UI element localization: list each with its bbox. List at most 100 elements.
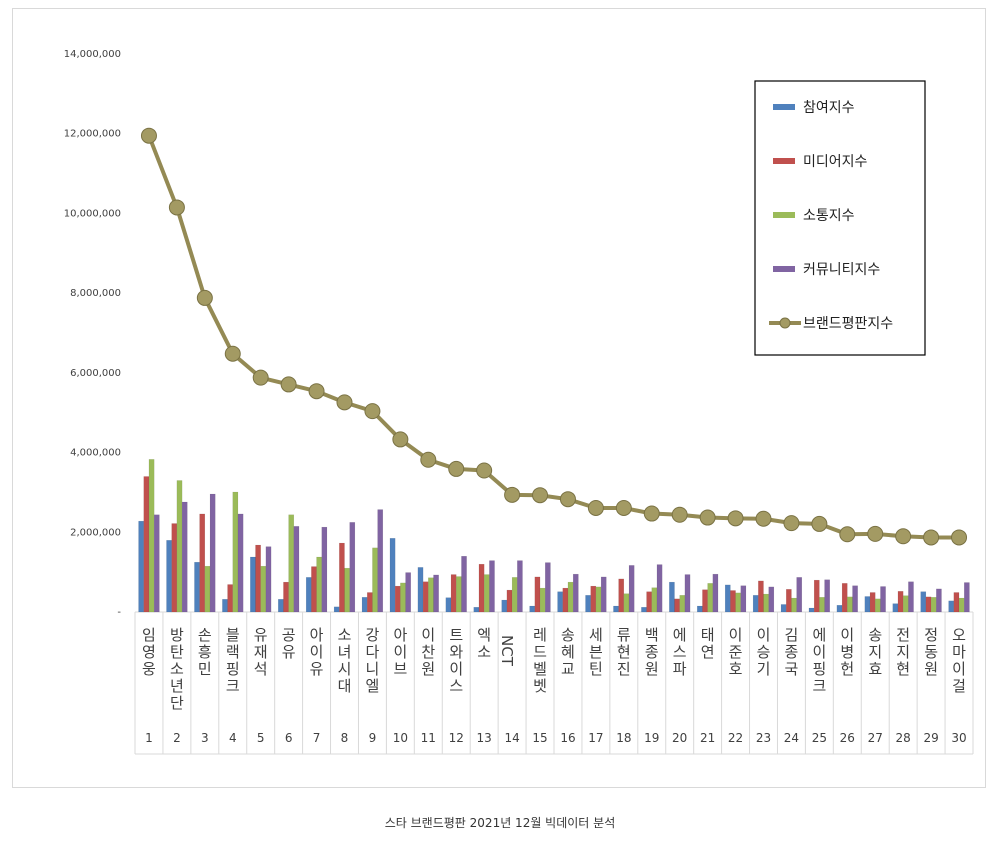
bar-4-25 [824,579,830,613]
bar-2-10 [394,585,401,613]
bar-3-4 [232,491,239,613]
bar-2-24 [786,589,792,613]
bar-3-7 [316,556,322,613]
bar-1-10 [389,538,396,613]
bar-4-29 [936,588,942,613]
category-rank: 18 [616,731,631,745]
category-rank: 4 [229,731,237,745]
category-rank: 16 [560,731,575,745]
y-tick-label: 10,000,000 [64,208,121,219]
bar-1-6 [278,599,284,613]
bar-1-21 [697,605,703,613]
bar-1-25 [808,607,815,613]
bar-2-6 [283,581,289,613]
category-rank: 26 [840,731,855,745]
brand-reputation-chart: - 2,000,000 4,000,000 6,000,000 8,000,000 10,… [64,49,974,755]
bar-2-26 [841,583,848,613]
bar-4-18 [628,565,635,613]
category-rank: 21 [700,731,715,745]
bar-1-11 [417,567,424,613]
bar-2-7 [311,566,317,613]
legend-label-5: 브랜드평판지수 [803,316,893,332]
bar-1-29 [920,591,927,613]
bar-3-2 [176,480,183,613]
legend-swatch-1 [773,104,795,110]
bar-4-5 [265,546,272,613]
bar-1-5 [250,556,256,613]
bar-4-1 [153,514,160,613]
axis-layer: - 2,000,000 4,000,000 6,000,000 8,000,000 10,… [64,49,974,755]
brand-index-point-22 [727,510,744,527]
bar-4-28 [908,581,914,613]
brand-index-point-7 [308,383,325,400]
bar-4-17 [600,576,607,613]
bar-2-23 [758,580,764,613]
brand-index-point-19 [643,505,660,522]
category-rank: 13 [477,731,492,745]
bar-4-21 [712,573,719,613]
y-tick-label: 8,000,000 [70,288,121,299]
bar-4-30 [964,582,970,613]
bar-1-24 [780,604,787,613]
category-rank: 10 [393,731,408,745]
brand-index-point-10 [392,431,409,448]
y-tick-label: 12,000,000 [64,129,121,140]
category-rank: 15 [532,731,547,745]
bar-1-13 [473,607,480,613]
bar-3-13 [483,574,490,613]
brand-index-point-11 [420,451,437,468]
bar-1-4 [222,599,228,613]
bar-4-20 [684,574,691,613]
y-tick-label: 4,000,000 [70,448,121,459]
category-rank: 24 [784,731,799,745]
bar-1-27 [864,596,871,613]
bar-2-15 [534,576,541,613]
bar-4-2 [181,501,188,613]
bar-3-14 [511,577,518,613]
brand-index-point-30 [951,529,968,546]
bar-3-26 [847,596,853,613]
brand-index-point-16 [559,491,576,508]
line-layer [140,127,968,546]
bar-1-3 [194,561,200,613]
bar-1-15 [529,605,536,613]
category-rank: 20 [672,731,687,745]
bar-1-28 [892,603,899,613]
category-rank: 5 [257,731,265,745]
brand-index-point-9 [364,403,381,420]
bar-1-1 [138,520,144,613]
bar-4-4 [237,513,244,613]
bar-4-8 [349,522,356,613]
brand-index-point-1 [140,127,157,144]
bar-2-3 [199,513,206,613]
bar-4-11 [433,574,439,613]
category-rank: 1 [145,731,153,745]
brand-index-point-15 [532,487,549,504]
bar-4-10 [405,572,411,613]
bar-1-22 [724,584,731,613]
bar-1-19 [641,607,647,613]
category-rank: 27 [868,731,883,745]
bar-4-14 [517,560,523,613]
bar-3-12 [456,576,462,613]
bar-2-5 [255,544,261,613]
brand-index-point-2 [168,199,185,216]
brand-index-point-25 [811,515,828,532]
brand-index-point-28 [895,528,912,545]
brand-index-point-29 [923,529,940,546]
bar-2-21 [702,589,708,613]
brand-index-point-13 [476,462,493,479]
legend-swatch-2 [773,158,795,164]
bar-1-30 [948,600,955,613]
bar-3-18 [623,593,630,613]
